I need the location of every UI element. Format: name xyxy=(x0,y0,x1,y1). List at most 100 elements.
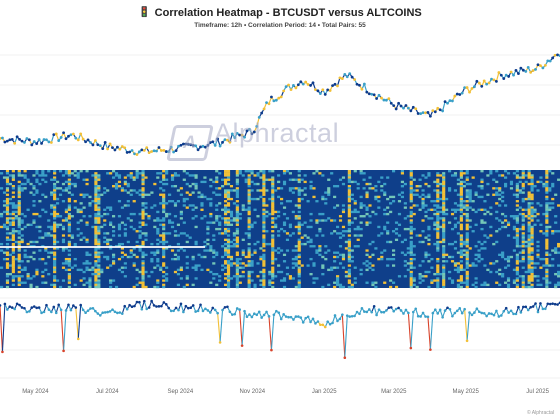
price-point xyxy=(128,150,132,154)
heatmap-cell xyxy=(262,272,266,276)
heatmap-cell xyxy=(530,217,534,220)
heatmap-cell xyxy=(297,238,301,241)
heatmap-cell xyxy=(527,253,531,257)
heatmap-cell xyxy=(459,185,463,188)
heatmap-cell xyxy=(277,215,281,218)
heatmap-cell xyxy=(453,264,458,267)
price-point xyxy=(448,99,452,102)
heatmap-cell xyxy=(241,238,245,241)
heatmap-cell xyxy=(427,208,431,211)
heatmap-cell xyxy=(173,230,178,233)
heatmap-cell xyxy=(509,182,514,186)
heatmap-cell xyxy=(226,285,231,289)
corr-point xyxy=(204,307,207,311)
heatmap-cell xyxy=(436,217,440,220)
heatmap-cell xyxy=(117,268,122,272)
heatmap-cell xyxy=(256,215,260,218)
heatmap-cell xyxy=(527,285,531,289)
heatmap-cell xyxy=(247,227,251,231)
heatmap-cell xyxy=(409,197,413,201)
heatmap-cell xyxy=(415,189,419,192)
heatmap-cell xyxy=(409,189,413,192)
heatmap-cell xyxy=(459,217,463,220)
heatmap-cell xyxy=(445,253,449,257)
heatmap-cell xyxy=(5,204,10,207)
corr-segment xyxy=(535,303,539,313)
corr-point xyxy=(218,341,222,344)
heatmap-cell xyxy=(221,232,225,235)
heatmap-cell xyxy=(297,283,301,287)
heatmap-cell xyxy=(353,170,357,173)
price-point xyxy=(316,89,320,93)
heatmap-cell xyxy=(521,200,525,203)
heatmap-cell xyxy=(247,178,251,181)
heatmap-panel xyxy=(0,170,560,289)
heatmap-cell xyxy=(539,257,543,261)
heatmap-cell xyxy=(262,215,266,218)
heatmap-cell xyxy=(215,227,219,231)
price-point xyxy=(546,59,550,63)
price-point xyxy=(463,86,467,90)
heatmap-cell xyxy=(465,270,469,274)
heatmap-cell xyxy=(262,257,266,261)
heatmap-cell xyxy=(141,170,145,173)
corr-point xyxy=(194,310,197,313)
heatmap-cell xyxy=(141,191,145,194)
heatmap-cell xyxy=(135,191,139,194)
price-point xyxy=(118,147,122,151)
heatmap-cell xyxy=(91,272,95,276)
heatmap-cell xyxy=(268,212,272,216)
heatmap-cell xyxy=(67,215,71,218)
heatmap-cell xyxy=(94,185,98,188)
heatmap-cell xyxy=(347,245,351,248)
heatmap-cell xyxy=(412,178,416,181)
heatmap-cell xyxy=(271,189,275,192)
heatmap-cell xyxy=(135,176,139,179)
heatmap-cell xyxy=(224,217,228,220)
heatmap-cell xyxy=(14,230,18,233)
heatmap-cell xyxy=(209,212,213,216)
heatmap-cell xyxy=(527,255,531,259)
heatmap-cell xyxy=(421,240,425,244)
price-point xyxy=(514,69,518,72)
heatmap-cell xyxy=(23,255,27,259)
heatmap-cell xyxy=(527,236,531,239)
heatmap-cell xyxy=(474,264,478,267)
heatmap-cell xyxy=(32,275,36,278)
heatmap-cell xyxy=(156,217,160,220)
heatmap-cell xyxy=(235,238,239,241)
heatmap-cell xyxy=(103,219,107,222)
heatmap-cell xyxy=(524,245,528,248)
heatmap-cell xyxy=(409,206,413,209)
heatmap-cell xyxy=(288,189,292,192)
heatmap-cell xyxy=(235,281,239,284)
heatmap-cell xyxy=(536,279,540,282)
heatmap-cell xyxy=(545,215,549,218)
corr-segment xyxy=(373,306,378,316)
heatmap-cell xyxy=(247,279,251,282)
heatmap-cell xyxy=(162,227,166,231)
heatmap-cell xyxy=(194,174,198,177)
heatmap-cell xyxy=(212,277,216,280)
heatmap-cell xyxy=(97,225,101,229)
heatmap-cell xyxy=(427,253,431,257)
heatmap-cell xyxy=(235,272,239,276)
heatmap-cell xyxy=(392,230,396,233)
price-panel xyxy=(0,53,560,156)
heatmap-cell xyxy=(106,266,110,269)
heatmap-cell xyxy=(232,234,236,237)
heatmap-cell xyxy=(436,270,440,274)
heatmap-cell xyxy=(406,268,410,272)
heatmap-cell xyxy=(44,247,48,250)
heatmap-cell xyxy=(226,178,231,181)
heatmap-cell xyxy=(229,255,234,259)
heatmap-cell xyxy=(521,182,525,186)
heatmap-cell xyxy=(11,185,15,188)
price-point xyxy=(328,89,332,92)
corr-point xyxy=(42,310,46,314)
heatmap-cell xyxy=(442,210,446,214)
heatmap-cell xyxy=(44,232,48,235)
heatmap-cell xyxy=(285,170,290,173)
heatmap-cell xyxy=(162,210,166,214)
heatmap-cell xyxy=(530,251,534,254)
